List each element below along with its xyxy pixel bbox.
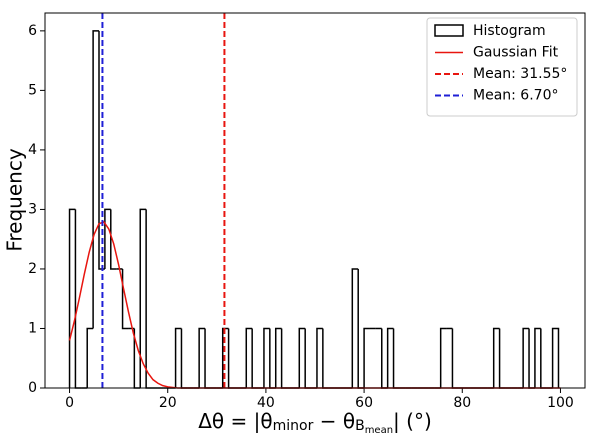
x-label-sub: B	[355, 418, 365, 434]
x-label-part: − θ	[313, 409, 355, 433]
histogram-bin	[180, 328, 188, 389]
histogram-bin	[304, 328, 312, 389]
histogram-bin	[274, 327, 282, 388]
histogram-bin	[86, 327, 94, 388]
histogram-bin	[74, 209, 82, 389]
x-label-subsub: mean	[365, 425, 393, 436]
histogram-bin	[551, 327, 560, 388]
x-axis-label: Δθ = |θminor − θBmean| (°)	[198, 409, 432, 437]
histogram-bin	[439, 327, 447, 388]
histogram-bin	[221, 327, 229, 388]
x-label-part: Δθ = |θ	[198, 409, 272, 433]
histogram-bin	[351, 268, 359, 388]
histogram-bin	[498, 328, 506, 389]
histogram-bin	[92, 30, 99, 329]
x-tick-label: 100	[547, 395, 574, 411]
histogram-bin	[280, 328, 288, 389]
histogram-bin	[451, 328, 459, 389]
histogram-bin	[198, 327, 206, 388]
histogram-bin	[322, 328, 329, 389]
histogram-bin	[104, 208, 111, 269]
histogram-bin	[110, 209, 117, 270]
histogram-bin	[204, 328, 211, 389]
legend-label: Gaussian Fit	[473, 45, 559, 61]
y-tick-label: 3	[28, 201, 37, 217]
y-tick-label: 1	[28, 320, 37, 336]
histogram-bin	[386, 327, 394, 388]
x-tick-label: 80	[453, 395, 471, 411]
y-tick-label: 6	[28, 23, 37, 39]
histogram-bin	[357, 268, 365, 389]
y-tick-label: 0	[28, 380, 37, 396]
histogram-bin	[139, 208, 147, 388]
histogram-bin	[269, 328, 276, 389]
histogram-bin	[534, 327, 541, 388]
histogram-bin	[227, 328, 235, 389]
x-tick-label: 20	[159, 395, 177, 411]
histogram-bin	[298, 327, 306, 388]
y-tick-label: 2	[28, 261, 37, 277]
histogram-bin	[540, 328, 547, 389]
x-tick-label: 40	[257, 395, 275, 411]
histogram-bin	[174, 327, 182, 388]
x-label-part: | (°)	[393, 409, 432, 433]
histogram-bin	[263, 327, 270, 388]
legend-swatch	[434, 24, 464, 37]
x-tick-label: 0	[65, 395, 74, 411]
legend-label: Mean: 6.70°	[473, 88, 558, 104]
histogram-bin	[392, 328, 400, 389]
histogram-bin	[316, 327, 323, 388]
histogram-bin	[492, 327, 500, 388]
fit-line	[68, 221, 561, 389]
plot-frame	[44, 12, 586, 389]
histogram-bin	[145, 209, 153, 389]
x-label-sub: minor	[273, 418, 314, 434]
histogram-bin	[245, 327, 253, 388]
y-tick-label: 4	[28, 142, 37, 158]
legend-frame	[426, 17, 578, 117]
histogram-bin	[522, 327, 530, 388]
y-tick-label: 5	[28, 82, 37, 98]
y-axis-label: Frequency	[3, 148, 27, 251]
x-tick-label: 60	[355, 395, 373, 411]
legend-label: Mean: 31.55°	[473, 66, 567, 82]
histogram-bin	[251, 328, 259, 389]
legend-label: Histogram	[473, 23, 546, 39]
histogram-bin	[528, 328, 535, 389]
histogram-bin	[363, 327, 370, 388]
histogram-bin	[68, 208, 76, 388]
histogram-bin	[121, 268, 129, 330]
histogram-bin	[381, 328, 388, 389]
